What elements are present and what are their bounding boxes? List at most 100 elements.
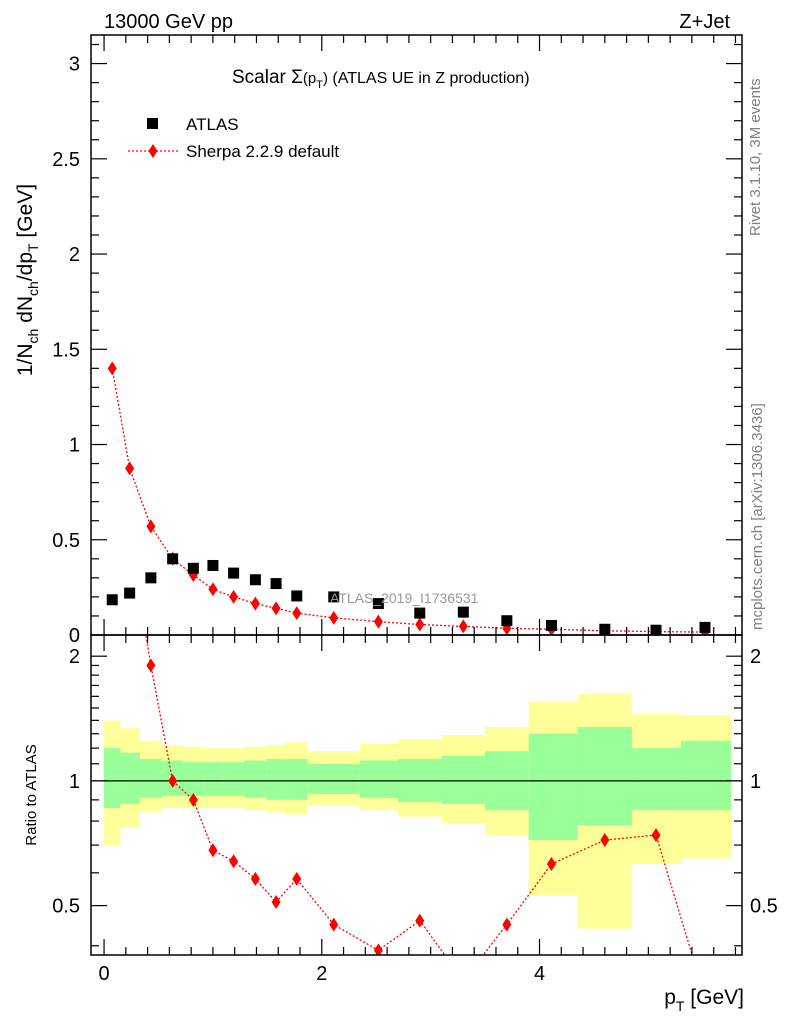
legend: ATLAS Sherpa 2.2.9 default (128, 115, 339, 161)
ratio-mc-point-2 (146, 658, 156, 673)
xlabel-s1: T (676, 998, 685, 1014)
main-y-tick-label-2.5: 2.5 (52, 149, 80, 171)
ylabel-p1: 1/N (14, 343, 37, 376)
title-prefix: Scalar (232, 67, 291, 88)
ratio-panel-frame (90, 634, 743, 956)
ratio-y-tick-label-right-2: 2 (750, 646, 761, 668)
main-mc-point-5 (208, 582, 218, 597)
mcplots-reference-label: mcplots.cern.ch [arXiv:1306.3436] (749, 403, 766, 630)
ratio-band-inner-9 (285, 758, 308, 800)
ratio-mc-point-14 (502, 917, 512, 932)
main-mc-point-1 (125, 461, 135, 476)
main-data-point-7 (249, 574, 261, 586)
main-y-tick-label-2: 2 (69, 244, 80, 266)
main-data-point-2 (145, 572, 157, 584)
ratio-band-inner-7 (244, 760, 267, 798)
ratio-band-inner-10 (307, 763, 360, 794)
ratio-mc-point-1 (125, 529, 134, 543)
main-data-point-4 (187, 562, 199, 574)
ratio-y-tick-label-left-0.5: 0.5 (52, 896, 80, 918)
main-data-point-14 (501, 615, 513, 627)
ratio-mc-point-16 (600, 833, 610, 848)
ratio-y-tick-label-left-2: 2 (69, 646, 80, 668)
plot-title: Scalar Σ(pT) (ATLAS UE in Z production) (232, 67, 530, 91)
ratio-mc-point-6 (229, 854, 239, 869)
main-y-axis-label: 1/Nch dNch/dpT [GeV] (14, 184, 41, 376)
ratio-mc-point-12 (415, 913, 425, 928)
x-tick-label-2: 2 (316, 963, 327, 985)
main-y-tick-label-1.5: 1.5 (52, 339, 80, 361)
main-mc-point-7 (250, 596, 260, 611)
main-data-point-8 (270, 578, 282, 590)
axis-ticks: 0 2 400.511.522.530.5 0.51 12 2 (52, 35, 778, 985)
main-data-point-17 (650, 624, 662, 635)
ratio-mc-point-10 (329, 917, 339, 932)
main-data-point-12 (414, 607, 426, 619)
main-y-tick-label-0: 0 (69, 625, 80, 647)
title-open: (p (303, 70, 316, 87)
legend-data-label: ATLAS (186, 115, 239, 134)
ylabel-s2: ch (25, 281, 41, 296)
main-data-point-1 (124, 587, 136, 599)
ratio-mc-point-9 (292, 871, 302, 886)
ratio-mc-point-4 (188, 792, 198, 807)
main-y-tick-label-0.5: 0.5 (52, 530, 80, 552)
ratio-y-axis-label: Ratio to ATLAS (23, 744, 40, 845)
main-data-point-13 (457, 606, 469, 618)
ratio-band-inner-18 (681, 740, 732, 811)
ylabel-s1: ch (25, 329, 41, 344)
title-sub: T (316, 79, 323, 91)
header-process-label: Z+Jet (679, 11, 730, 33)
ratio-band-inner-16 (577, 726, 633, 826)
ratio-band-inner-8 (266, 758, 286, 800)
ratio-y-tick-label-right-1: 1 (750, 771, 761, 793)
main-mc-point-2 (146, 519, 156, 534)
title-sigma: Σ (291, 67, 303, 88)
main-mc-point-9 (292, 606, 302, 621)
main-mc-point-10 (329, 610, 339, 625)
ratio-band-inner-15 (528, 733, 578, 841)
main-data-point-18 (699, 621, 711, 633)
x-axis-label: pT [GeV] (664, 986, 744, 1014)
main-data-point-0 (106, 594, 118, 606)
main-data-point-11 (372, 598, 384, 610)
x-tick-label-0: 0 (99, 963, 110, 985)
ratio-mc-point-17 (651, 828, 661, 843)
main-data-point-9 (291, 590, 303, 602)
main-mc-point-11 (373, 614, 383, 629)
legend-mc-marker (148, 144, 158, 158)
ratio-mc-point-3 (168, 773, 178, 788)
main-data-point-10 (328, 591, 340, 603)
ratio-band-inner-6 (222, 762, 245, 796)
ratio-band-inner-2 (139, 758, 162, 798)
ratio-band-inner-5 (203, 762, 223, 796)
analysis-watermark: ATLAS_2019_I1736531 (330, 590, 479, 606)
ratio-band-inner-17 (632, 748, 682, 811)
title-suffix: (ATLAS UE in Z production) (328, 70, 530, 87)
ratio-mc-point-13 (459, 973, 468, 987)
ratio-mc-point-11 (373, 943, 383, 955)
xlabel-p1: p (664, 986, 676, 1009)
ratio-band-inner-1 (120, 752, 140, 804)
main-mc-point-13 (458, 619, 468, 634)
main-mc-point-8 (271, 601, 281, 616)
ratio-mc-point-8 (271, 895, 281, 910)
ylabel-s3: T (25, 243, 41, 252)
ylabel-p3: /dp (14, 252, 37, 281)
main-data-point-5 (207, 559, 219, 571)
ratio-mc-point-7 (250, 871, 260, 886)
ratio-band-inner-13 (441, 755, 486, 804)
main-y-tick-label-1: 1 (69, 435, 80, 457)
xlabel-p2: [GeV] (684, 986, 744, 1009)
main-mc-point-12 (415, 617, 425, 632)
ratio-band-inner-0 (104, 748, 121, 809)
ylabel-p4: [GeV] (14, 184, 37, 244)
ratio-mc-point-15 (546, 857, 556, 872)
title-close: ) (323, 70, 328, 87)
main-mc-point-0 (107, 361, 117, 376)
legend-data-marker (147, 118, 158, 129)
ratio-mc-series (125, 529, 693, 987)
main-y-tick-label-3: 3 (69, 54, 80, 76)
x-tick-label-4: 4 (534, 963, 545, 985)
ratio-band-inner-4 (183, 762, 204, 796)
